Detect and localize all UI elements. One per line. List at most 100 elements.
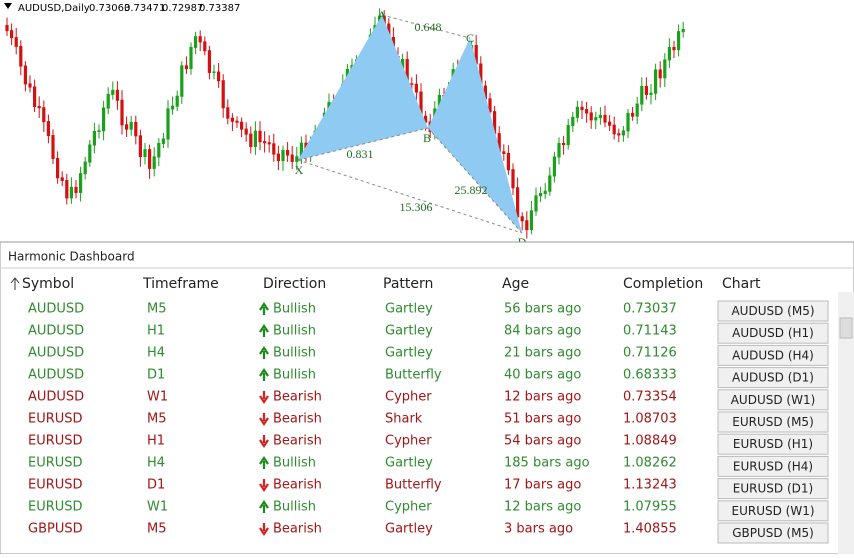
pattern-cell: Cypher	[385, 390, 432, 405]
chart-button[interactable]	[717, 478, 829, 500]
point-label: X	[295, 163, 304, 177]
timeframe-cell: W1	[147, 390, 168, 405]
direction-cell: Bullish	[273, 302, 316, 317]
candle-body	[33, 86, 37, 108]
timeframe-cell: M5	[147, 412, 167, 427]
candle-body	[654, 69, 658, 94]
pattern-xab	[298, 15, 428, 160]
candle-body	[516, 187, 520, 218]
point-label: A	[378, 8, 387, 22]
scrollbar[interactable]	[838, 292, 854, 554]
candle-body	[437, 95, 441, 110]
column-header[interactable]: Symbol	[22, 276, 74, 292]
candle-body	[14, 37, 18, 47]
age-cell: 17 bars ago	[504, 478, 581, 493]
column-header[interactable]: Chart	[722, 276, 761, 292]
chart-button[interactable]	[717, 411, 829, 433]
chart-button-label[interactable]: AUDUSD (H4)	[732, 348, 814, 362]
chart-button[interactable]	[717, 344, 829, 366]
candle-body	[424, 115, 428, 123]
price: 0.73471	[124, 3, 165, 14]
chart-button[interactable]	[717, 367, 829, 389]
candle-body	[387, 23, 391, 39]
candle-body	[566, 124, 570, 146]
candle-body	[46, 121, 50, 137]
chart-button[interactable]	[717, 455, 829, 477]
candle-body	[644, 85, 648, 95]
chart-button-label[interactable]: AUDUSD (H1)	[732, 326, 814, 340]
chart-button-label[interactable]: GBPUSD (M5)	[732, 526, 814, 540]
direction-arrow	[259, 391, 269, 404]
candle-body	[263, 141, 267, 144]
column-header[interactable]: Direction	[263, 276, 326, 292]
direction-arrow	[259, 456, 269, 469]
candle-body	[626, 112, 630, 132]
candle-body	[240, 121, 244, 130]
pattern-cell: Cypher	[385, 434, 432, 449]
completion-cell: 1.08262	[623, 456, 677, 471]
chart-button-label[interactable]: EURUSD (H1)	[733, 437, 813, 451]
direction-arrow	[259, 346, 269, 359]
chart-button-label[interactable]: EURUSD (M5)	[732, 415, 814, 429]
candle-body	[649, 92, 653, 95]
column-header[interactable]: Pattern	[383, 276, 433, 292]
chart-button[interactable]	[717, 522, 829, 544]
candle-body	[42, 107, 46, 123]
dashboard-title: Harmonic Dashboard	[8, 250, 135, 264]
candle-body	[552, 156, 556, 177]
candle-body	[79, 173, 83, 193]
candle-body	[419, 91, 423, 117]
candle-body	[571, 116, 575, 126]
pattern-cell: Gartley	[385, 302, 433, 317]
candle-body	[483, 85, 487, 100]
chart-button-label[interactable]: EURUSD (D1)	[733, 482, 813, 496]
chart-button[interactable]	[717, 300, 829, 322]
point-label: B	[423, 131, 431, 145]
chart-button[interactable]	[717, 322, 829, 344]
pattern-cell: Gartley	[385, 346, 433, 361]
direction-cell: Bearish	[273, 522, 322, 537]
symbol-cell: GBPUSD	[28, 522, 83, 537]
symbol-cell: EURUSD	[28, 456, 83, 471]
candle-body	[111, 89, 115, 95]
age-cell: 21 bars ago	[504, 346, 581, 361]
candle-body	[681, 28, 685, 33]
timeframe-cell: D1	[147, 368, 165, 383]
candle-body	[134, 121, 138, 137]
candle-body	[157, 142, 161, 158]
candle-body	[175, 95, 179, 107]
chart-button-label[interactable]: AUDUSD (M5)	[731, 304, 814, 318]
candle-body	[217, 71, 221, 82]
chart-button-label[interactable]: AUDUSD (W1)	[731, 393, 816, 407]
age-cell: 12 bars ago	[504, 390, 581, 405]
chart-button[interactable]	[717, 500, 829, 522]
direction-cell: Bearish	[273, 390, 322, 405]
age-cell: 40 bars ago	[504, 368, 581, 383]
symbol-cell: EURUSD	[28, 500, 83, 515]
candle-body	[106, 93, 110, 109]
candle-body	[548, 175, 552, 192]
column-header[interactable]: Timeframe	[142, 276, 219, 292]
candle-body	[621, 130, 625, 136]
candle-body	[92, 130, 96, 146]
column-header[interactable]: Completion	[623, 276, 703, 292]
chart-button[interactable]	[717, 433, 829, 455]
candle-body	[401, 59, 405, 69]
timeframe-cell: M5	[147, 522, 167, 537]
scroll-thumb[interactable]	[839, 317, 853, 339]
chart-button[interactable]	[717, 389, 829, 411]
chart-menu-icon[interactable]	[4, 3, 12, 9]
candle-body	[557, 142, 561, 158]
chart-button-label[interactable]: AUDUSD (D1)	[732, 371, 814, 385]
candle-body	[594, 117, 598, 121]
candle-body	[56, 158, 60, 179]
pattern-cell: Gartley	[385, 324, 433, 339]
candle-body	[479, 63, 483, 87]
chart-button-label[interactable]: EURUSD (W1)	[731, 504, 814, 518]
pattern-cell: Gartley	[385, 522, 433, 537]
chart-button-label[interactable]: EURUSD (H4)	[733, 459, 813, 473]
candle-body	[529, 210, 533, 231]
column-header[interactable]: Age	[502, 276, 529, 292]
direction-cell: Bullish	[273, 368, 316, 383]
